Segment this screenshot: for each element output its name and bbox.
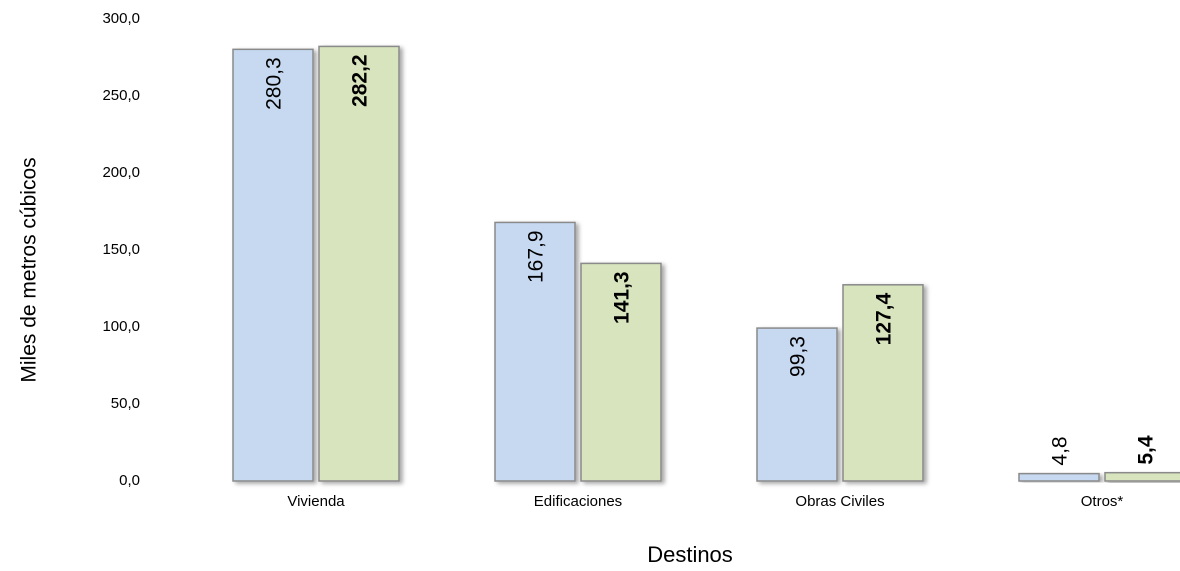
bar	[580, 262, 662, 482]
x-tick-label: Otros*	[1081, 493, 1124, 510]
y-axis-label: Miles de metros cúbicos	[18, 157, 41, 382]
x-tick-label: Vivienda	[287, 493, 345, 510]
bar	[1018, 472, 1100, 482]
bar	[318, 45, 400, 482]
data-label: 127,4	[873, 292, 896, 345]
bar	[1104, 471, 1180, 482]
y-tick-label: 200,0	[102, 164, 140, 181]
y-tick-label: 300,0	[102, 10, 140, 27]
x-tick-label: Edificaciones	[534, 493, 622, 510]
bar	[494, 221, 576, 482]
bar	[232, 48, 314, 482]
data-label: 167,9	[525, 230, 548, 283]
y-tick-label: 100,0	[102, 318, 140, 335]
x-axis-label: Destinos	[647, 542, 733, 567]
data-label: 4,8	[1049, 436, 1072, 465]
y-tick-label: 0,0	[119, 472, 140, 489]
data-label: 5,4	[1135, 435, 1158, 465]
data-label: 280,3	[263, 57, 286, 110]
data-label: 282,2	[349, 54, 372, 107]
bar	[842, 284, 924, 482]
bar	[756, 327, 838, 482]
data-label: 141,3	[611, 271, 634, 324]
y-tick-label: 150,0	[102, 241, 140, 258]
x-tick-label: Obras Civiles	[795, 493, 884, 510]
y-tick-label: 50,0	[111, 395, 140, 412]
data-label: 99,3	[787, 336, 810, 377]
y-tick-label: 250,0	[102, 87, 140, 104]
